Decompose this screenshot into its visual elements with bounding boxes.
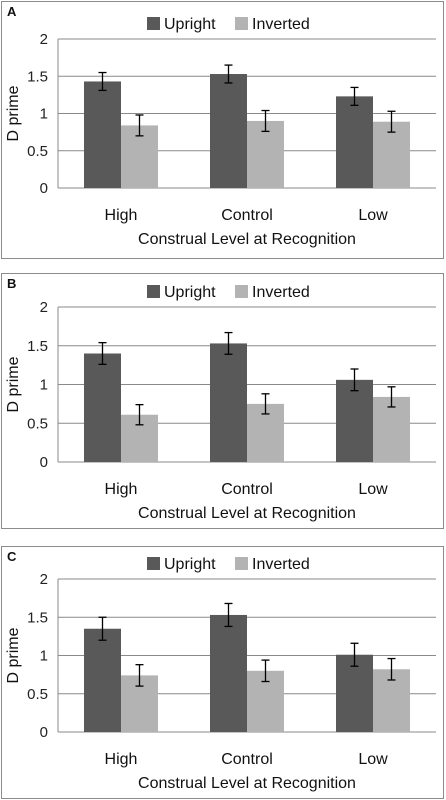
legend: Upright Inverted — [147, 284, 310, 301]
error-bar — [261, 659, 270, 683]
y-tick-label: 2 — [40, 31, 48, 48]
legend-swatch-upright — [147, 557, 160, 570]
panel-letter: C — [7, 549, 17, 564]
chart-panel-a: A Upright Inverted 0 0.5 1 1.5 2 High Control Low C… — [1, 1, 444, 259]
error-bar — [350, 86, 359, 106]
error-bar — [350, 642, 359, 667]
legend-label-upright: Upright — [164, 284, 216, 301]
chart-panel-c: C Upright Inverted 0 0.5 1 1.5 2 High Control Low C… — [1, 546, 444, 799]
error-bar — [387, 110, 396, 133]
legend-swatch-upright — [147, 17, 160, 30]
y-axis-label: D prime — [5, 627, 22, 683]
y-tick-label: 0.5 — [27, 143, 48, 160]
bar-upright-low — [336, 96, 373, 188]
error-bar — [261, 109, 270, 133]
y-tick-label: 0.5 — [27, 415, 48, 432]
error-bar — [224, 602, 233, 628]
legend-label-upright: Upright — [164, 16, 216, 33]
error-bar — [135, 114, 144, 137]
x-tick-label: Control — [221, 207, 273, 224]
legend: Upright Inverted — [147, 16, 310, 33]
y-tick-label: 2 — [40, 571, 48, 588]
error-bar — [135, 403, 144, 426]
x-axis-label: Construal Level at Recognition — [138, 775, 356, 792]
bar-upright-control — [210, 343, 247, 462]
panel-letter: A — [7, 4, 17, 19]
x-tick-label: Control — [221, 481, 273, 498]
y-axis-label: D prime — [5, 85, 22, 141]
error-bar — [98, 616, 107, 641]
bar-upright-control — [210, 74, 247, 188]
error-bar — [98, 71, 107, 92]
bar-upright-low — [336, 654, 373, 732]
legend: Upright Inverted — [147, 556, 310, 573]
legend-swatch-inverted — [235, 557, 248, 570]
y-tick-label: 1.5 — [27, 68, 48, 85]
y-tick-label: 1 — [40, 648, 48, 665]
error-bar — [135, 664, 144, 687]
error-bar — [350, 368, 359, 392]
y-tick-label: 1 — [40, 377, 48, 394]
y-tick-label: 0 — [40, 724, 48, 741]
error-bar — [224, 64, 233, 84]
error-bar — [224, 331, 233, 355]
x-tick-label: High — [105, 481, 138, 498]
error-bar — [98, 342, 107, 365]
chart-panel-b: B Upright Inverted 0 0.5 1 1.5 2 High Control Low C… — [1, 273, 444, 529]
y-tick-label: 2 — [40, 299, 48, 316]
legend-label-inverted: Inverted — [252, 284, 310, 301]
bar-upright-high — [84, 353, 121, 462]
x-tick-label: High — [105, 751, 138, 768]
x-tick-label: Control — [221, 751, 273, 768]
x-tick-label: High — [105, 207, 138, 224]
error-bar — [387, 657, 396, 681]
legend-label-upright: Upright — [164, 556, 216, 573]
legend-label-inverted: Inverted — [252, 556, 310, 573]
error-bar — [387, 386, 396, 408]
bar-upright-high — [84, 81, 121, 188]
x-tick-label: Low — [358, 751, 388, 768]
legend-swatch-inverted — [235, 17, 248, 30]
bar-upright-control — [210, 614, 247, 732]
x-axis-label: Construal Level at Recognition — [138, 231, 356, 248]
y-tick-label: 0 — [40, 454, 48, 471]
x-tick-label: Low — [358, 207, 388, 224]
y-axis-label: D prime — [5, 356, 22, 412]
y-tick-label: 1.5 — [27, 338, 48, 355]
legend-swatch-inverted — [235, 285, 248, 298]
error-bar — [261, 393, 270, 415]
panel-letter: B — [7, 276, 16, 291]
bar-inverted-control — [247, 120, 284, 188]
y-tick-label: 1.5 — [27, 609, 48, 626]
chart-svg: A Upright Inverted 0 0.5 1 1.5 2 High Control LowC… — [5, 4, 436, 248]
x-axis-label: Construal Level at Recognition — [138, 505, 356, 522]
y-tick-label: 0.5 — [27, 686, 48, 703]
x-tick-label: Low — [358, 481, 388, 498]
legend-label-inverted: Inverted — [252, 16, 310, 33]
bar-upright-high — [84, 628, 121, 732]
chart-svg: C Upright Inverted 0 0.5 1 1.5 2 High Control LowC… — [5, 549, 436, 792]
y-tick-label: 0 — [40, 180, 48, 197]
bar-upright-low — [336, 379, 373, 462]
y-tick-label: 1 — [40, 106, 48, 123]
chart-svg: B Upright Inverted 0 0.5 1 1.5 2 High Control LowC… — [5, 276, 436, 522]
legend-swatch-upright — [147, 285, 160, 298]
bar-inverted-low — [373, 396, 410, 462]
